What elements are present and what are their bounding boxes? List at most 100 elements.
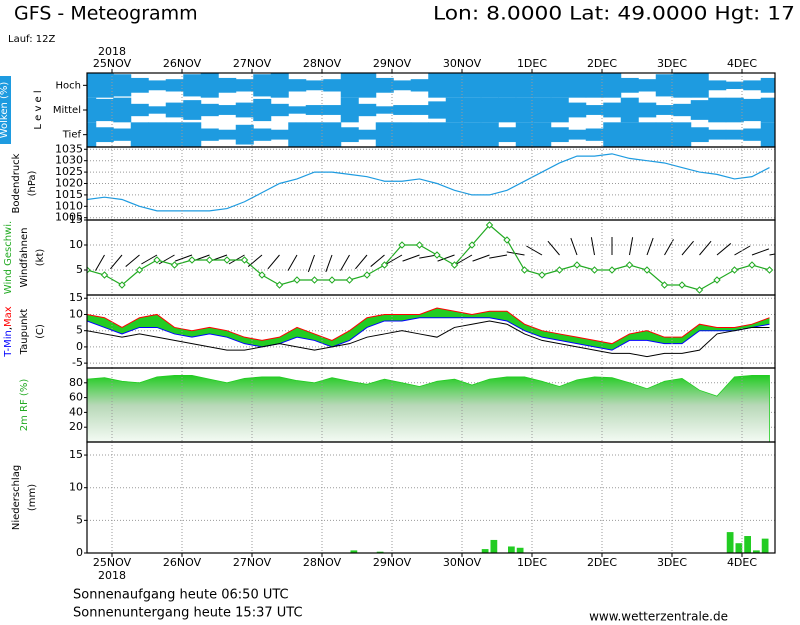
cloud-cell (585, 128, 604, 141)
cloud-cell (620, 122, 639, 147)
cloud-cell (87, 97, 97, 123)
y-tick-label: 1035 (55, 142, 83, 155)
day-label-bottom: 29NOV (373, 556, 412, 569)
year-bottom: 2018 (98, 569, 126, 582)
temp-band (699, 324, 717, 331)
cloud-cell (323, 79, 342, 92)
wind-barb (716, 243, 732, 256)
temp-band (682, 324, 700, 344)
day-label-bottom: 3DEC (657, 556, 687, 569)
wind-speed-marker (643, 266, 651, 274)
cloud-cell (288, 79, 307, 92)
wind-speed-marker (433, 251, 441, 259)
year-top: 2018 (98, 45, 126, 58)
cloud-cell (533, 73, 552, 98)
wind-speed-marker (415, 241, 424, 249)
precip-bar (726, 532, 734, 553)
cloud-cell (87, 73, 97, 98)
precip-bar (350, 550, 358, 553)
cloud-cell (690, 73, 709, 98)
y-axis-label-part: Niederschlag (11, 465, 22, 530)
y-axis-label-part: , (3, 327, 14, 330)
temp-band (384, 314, 402, 321)
cloud-cell (305, 122, 324, 147)
cloud-cell (585, 105, 604, 115)
temp-band (454, 311, 472, 318)
cloud-cell (130, 77, 149, 93)
cloud-cell (603, 102, 622, 118)
cloud-cell (270, 73, 289, 98)
day-label-top: 4DEC (727, 57, 757, 70)
panel (87, 454, 775, 553)
temp-band (262, 337, 280, 347)
cloud-cell (445, 73, 464, 98)
y-axis-label: 2m RF (%) (19, 379, 30, 432)
y-axis-label-part: (kt) (35, 249, 46, 267)
wind-barb (489, 254, 508, 259)
cloud-cell (183, 74, 202, 97)
temp-band (402, 314, 420, 321)
wind-barb (526, 245, 543, 256)
precip-bar (508, 546, 515, 553)
y-tick-label: 80 (69, 376, 83, 389)
cloud-cell (743, 80, 762, 91)
wind-speed-marker (713, 276, 721, 284)
temp-band (332, 330, 350, 347)
y-axis-label: T-Min,Max (3, 306, 14, 357)
cloud-cell (550, 73, 569, 98)
temp-band (297, 327, 315, 341)
y-axis-label: Bodendruck (11, 153, 22, 213)
cloud-cell (585, 73, 604, 98)
cloud-cell (130, 122, 149, 147)
cloud-cell (113, 74, 132, 97)
precip-bar (761, 538, 769, 553)
temp-band (419, 307, 437, 318)
y-tick-label: 1020 (55, 177, 83, 190)
cloud-cell (498, 127, 517, 143)
source: www.wetterzentrale.de (589, 610, 728, 624)
y-axis-label: L e v e l (33, 90, 44, 129)
y-axis-label-part: Max (3, 306, 14, 327)
title: GFS - Meteogramm (14, 3, 198, 25)
y-axis-label-part: 2m RF (%) (19, 379, 30, 432)
cloud-cell (165, 79, 184, 92)
cloud-cell (235, 79, 254, 92)
cloud-cell (410, 105, 429, 115)
cloud-cell (603, 122, 622, 147)
level-label: Tief (62, 130, 82, 141)
temp-band (192, 327, 210, 338)
temp-band (577, 337, 595, 347)
wind-speed-marker (87, 266, 91, 274)
temp-band (734, 324, 752, 331)
panel (87, 73, 775, 147)
cloud-cell (375, 122, 394, 147)
y-axis-label: (kt) (35, 249, 46, 267)
temp-band (104, 317, 122, 334)
cloud-cell (655, 74, 674, 97)
cloud-cell (358, 129, 377, 140)
cloud-cell (550, 127, 569, 143)
wind-speed-marker (608, 266, 616, 274)
precip-bar (744, 536, 751, 553)
cloud-cell (340, 97, 359, 123)
day-label-bottom: 26NOV (163, 556, 202, 569)
cloud-cell (568, 129, 587, 140)
wind-speed-marker (485, 221, 494, 229)
wind-speed-marker (380, 261, 389, 269)
temp-band (279, 327, 297, 344)
temp-band (87, 314, 105, 328)
y-tick-label: 0 (76, 546, 83, 559)
y-axis-label-part: L e v e l (33, 90, 44, 129)
y-tick-label: 5 (76, 263, 83, 276)
cloud-cell (708, 97, 727, 123)
cloud-cell (340, 73, 359, 98)
wind-speed-marker (258, 271, 266, 279)
panel-frame (86, 441, 776, 554)
day-label-bottom: 2DEC (587, 556, 617, 569)
day-label-bottom: 30NOV (443, 556, 482, 569)
wind-barb (325, 254, 333, 273)
y-tick-label: 0 (76, 340, 83, 353)
cloud-cell (743, 128, 762, 141)
day-label-bottom: 1DEC (517, 556, 547, 569)
temp-line (87, 317, 770, 351)
